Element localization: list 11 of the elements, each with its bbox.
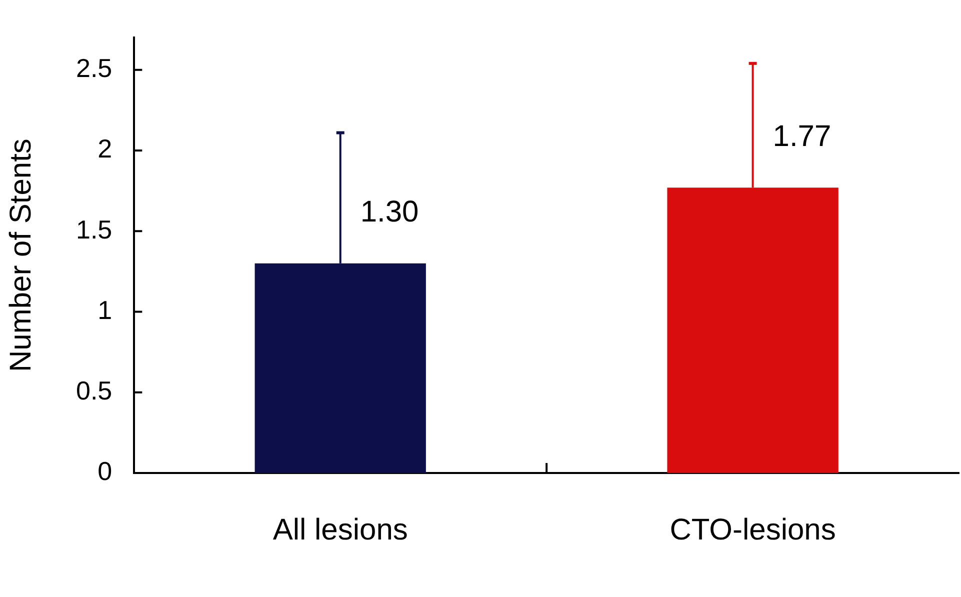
data-label: 1.77 (772, 120, 832, 153)
y-tick-label: 1.5 (76, 214, 112, 244)
y-tick-label: 2 (98, 134, 112, 164)
data-label: 1.30 (360, 196, 419, 229)
y-tick-label: 2.5 (76, 53, 112, 84)
y-tick-label: 0.5 (76, 376, 112, 406)
x-tick-label: All lesions (272, 513, 408, 546)
y-axis-title: Number of Stents (4, 138, 38, 372)
x-tick-label: CTO-lesions (670, 513, 836, 546)
y-tick-label: 0 (98, 456, 112, 486)
y-tick-label: 1 (98, 294, 112, 325)
